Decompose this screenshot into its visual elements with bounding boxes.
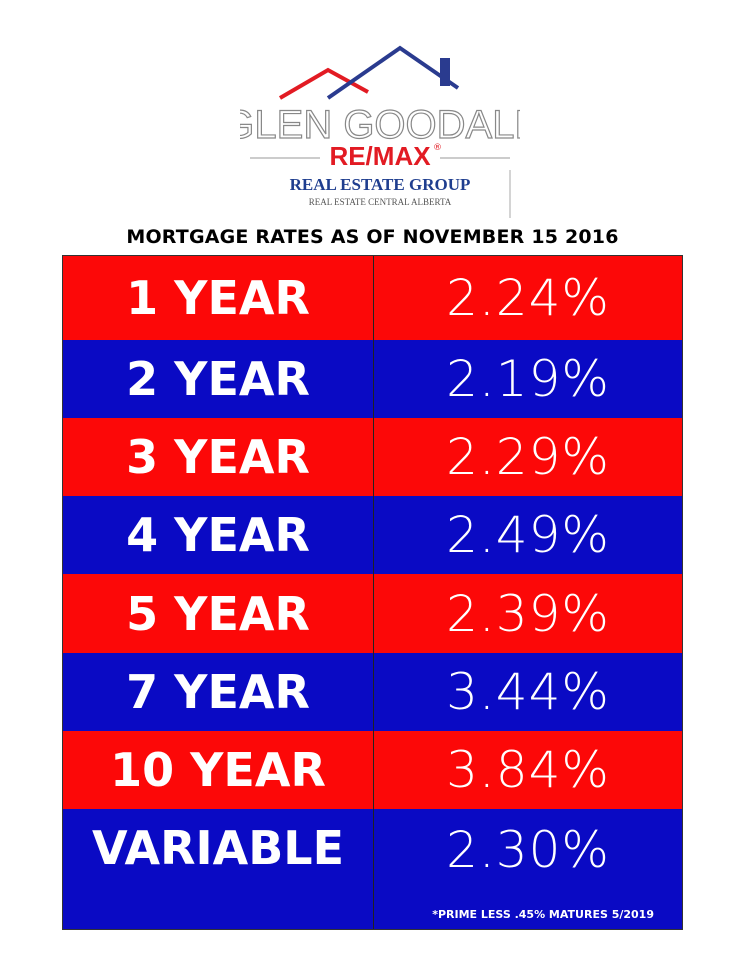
table-row: 3 YEAR 2.29% (63, 418, 682, 497)
rate: 2.19% (446, 350, 610, 409)
rate: 2.29% (446, 428, 610, 487)
table-row: 5 YEAR 2.39% (63, 574, 682, 653)
blue-roof (326, 45, 460, 100)
logo: GLEN GOODALL RE/MAX ® REAL ESTATE GROUP … (240, 45, 520, 218)
table-row: VARIABLE 2.30% *PRIME LESS .45% MATURES 5/… (63, 808, 682, 929)
term: 7 YEAR (63, 652, 374, 731)
rate: 3.44% (446, 662, 610, 721)
rate: 2.39% (446, 584, 610, 643)
chimney (440, 58, 450, 86)
rate: 3.84% (446, 740, 610, 799)
rate: 2.30% (446, 820, 610, 879)
rate: 2.49% (446, 506, 610, 565)
table-row: 1 YEAR 2.24% (63, 256, 682, 341)
logo-brand-mark: ® (433, 143, 442, 153)
table-row: 10 YEAR 3.84% (63, 730, 682, 809)
term: 1 YEAR (63, 256, 374, 341)
table-row: 4 YEAR 2.49% (63, 496, 682, 575)
term: 10 YEAR (63, 730, 374, 809)
table-row: 7 YEAR 3.44% (63, 652, 682, 731)
term: 2 YEAR (63, 340, 374, 419)
term: 3 YEAR (63, 418, 374, 497)
table-row: 2 YEAR 2.19% (63, 340, 682, 419)
term: VARIABLE (63, 808, 374, 929)
logo-region: REAL ESTATE CENTRAL ALBERTA (309, 197, 452, 207)
logo-brand: RE/MAX (329, 141, 431, 171)
logo-group: REAL ESTATE GROUP (290, 175, 471, 194)
red-roof (278, 67, 369, 100)
logo-name: GLEN GOODALL (240, 103, 520, 147)
footnote: *PRIME LESS .45% MATURES 5/2019 (432, 907, 654, 921)
term: 4 YEAR (63, 496, 374, 575)
title: MORTGAGE RATES AS OF NOVEMBER 15 2016 (126, 226, 619, 248)
term: 5 YEAR (63, 574, 374, 653)
rates-table: 1 YEAR 2.24% 2 YEAR 2.19% 3 YEAR 2.29% 4 YEAR 2… (62, 255, 683, 930)
rate: 2.24% (446, 269, 610, 328)
